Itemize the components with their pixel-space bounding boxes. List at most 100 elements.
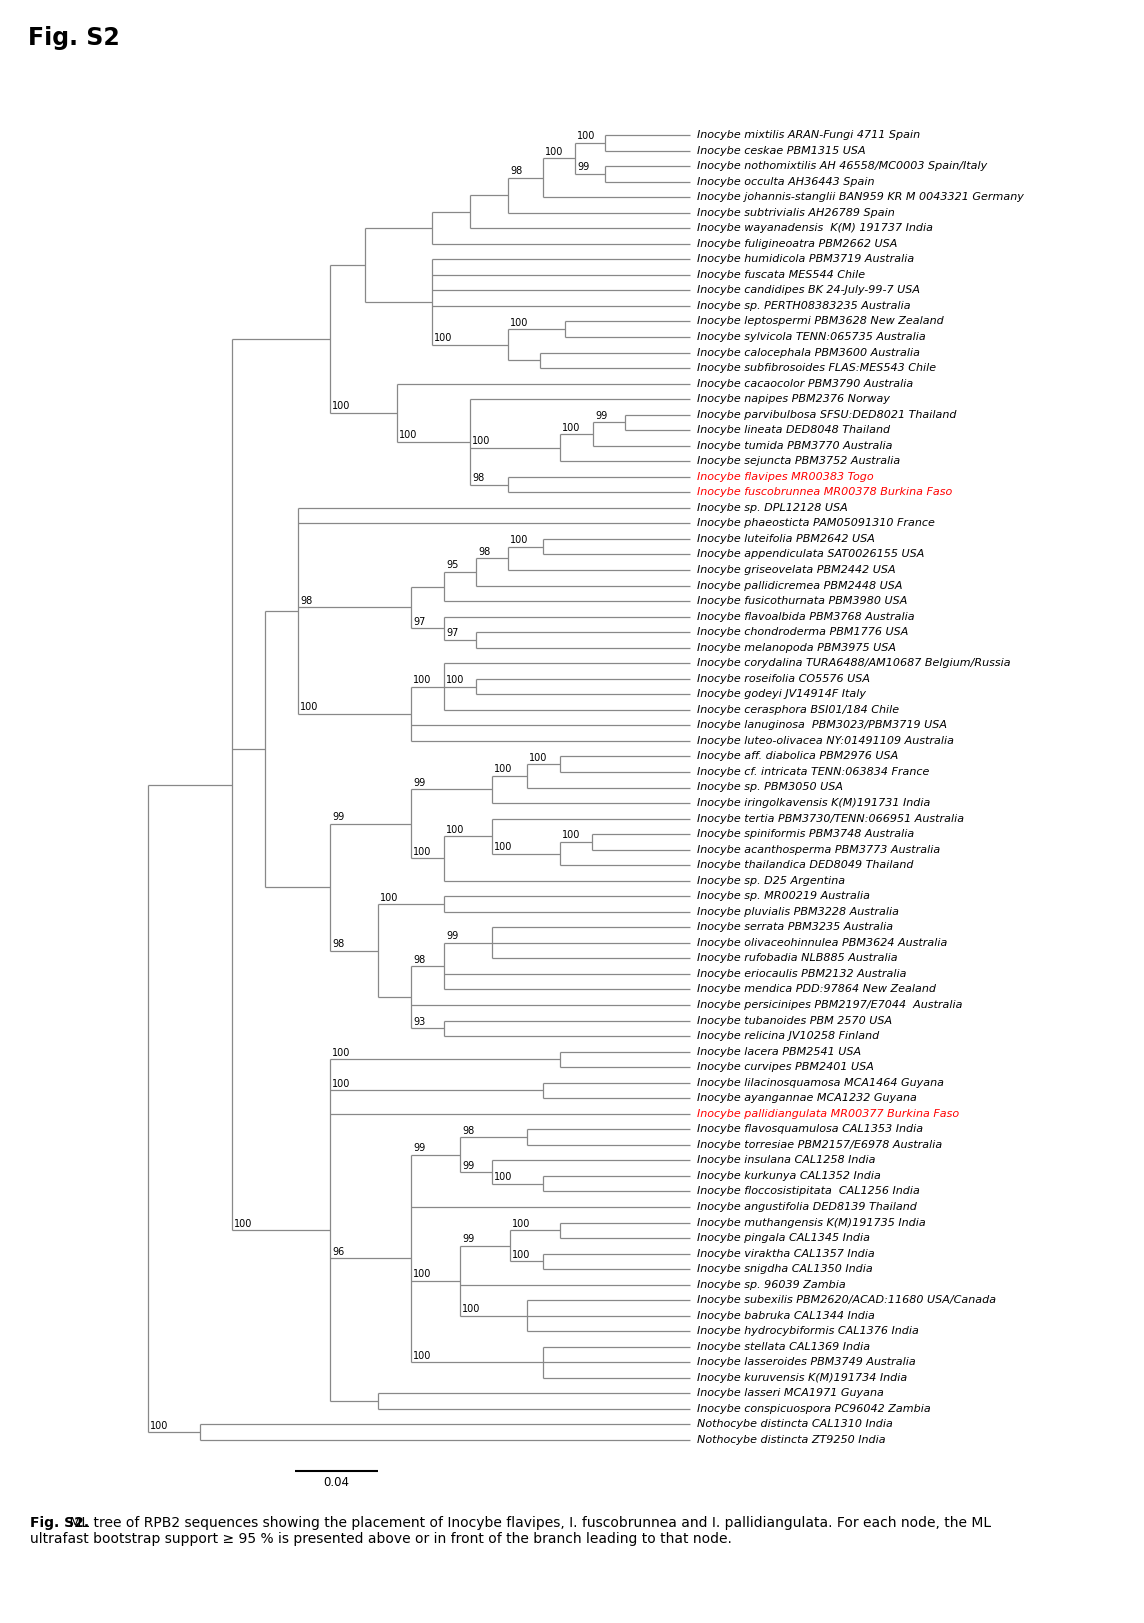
Text: Inocybe muthangensis K(M)191735 India: Inocybe muthangensis K(M)191735 India	[697, 1217, 925, 1227]
Text: Inocybe luteifolia PBM2642 USA: Inocybe luteifolia PBM2642 USA	[697, 534, 875, 544]
Text: Inocybe angustifolia DED8139 Thailand: Inocybe angustifolia DED8139 Thailand	[697, 1203, 916, 1212]
Text: Inocybe spiniformis PBM3748 Australia: Inocybe spiniformis PBM3748 Australia	[697, 829, 914, 839]
Text: 100: 100	[510, 318, 529, 328]
Text: Inocybe subtrivialis AH26789 Spain: Inocybe subtrivialis AH26789 Spain	[697, 208, 895, 217]
Text: 100: 100	[399, 430, 418, 440]
Text: Inocybe kurkunya CAL1352 India: Inocybe kurkunya CAL1352 India	[697, 1170, 881, 1182]
Text: 100: 100	[332, 1079, 350, 1089]
Text: 100: 100	[150, 1420, 168, 1431]
Text: 0.04: 0.04	[324, 1475, 350, 1488]
Text: 100: 100	[413, 675, 431, 685]
Text: Inocybe roseifolia CO5576 USA: Inocybe roseifolia CO5576 USA	[697, 674, 869, 683]
Text: 98: 98	[510, 166, 523, 177]
Text: Inocybe nothomixtilis AH 46558/MC0003 Spain/Italy: Inocybe nothomixtilis AH 46558/MC0003 Sp…	[697, 161, 987, 170]
Text: Inocybe leptospermi PBM3628 New Zealand: Inocybe leptospermi PBM3628 New Zealand	[697, 316, 944, 326]
Text: 99: 99	[413, 777, 426, 787]
Text: 100: 100	[413, 1350, 431, 1360]
Text: 95: 95	[446, 560, 459, 570]
Text: Nothocybe distincta CAL1310 India: Nothocybe distincta CAL1310 India	[697, 1420, 892, 1430]
Text: 100: 100	[413, 847, 431, 857]
Text: Inocybe lanuginosa  PBM3023/PBM3719 USA: Inocybe lanuginosa PBM3023/PBM3719 USA	[697, 721, 947, 730]
Text: Inocybe luteo-olivacea NY:01491109 Australia: Inocybe luteo-olivacea NY:01491109 Austr…	[697, 735, 954, 747]
Text: 100: 100	[562, 831, 580, 841]
Text: 100: 100	[545, 146, 563, 157]
Text: 99: 99	[332, 813, 344, 823]
Text: Inocybe ayangannae MCA1232 Guyana: Inocybe ayangannae MCA1232 Guyana	[697, 1094, 916, 1104]
Text: Inocybe stellata CAL1369 India: Inocybe stellata CAL1369 India	[697, 1342, 871, 1352]
Text: Inocybe lasseri MCA1971 Guyana: Inocybe lasseri MCA1971 Guyana	[697, 1388, 884, 1399]
Text: Inocybe sejuncta PBM3752 Australia: Inocybe sejuncta PBM3752 Australia	[697, 456, 900, 466]
Text: Inocybe kuruvensis K(M)191734 India: Inocybe kuruvensis K(M)191734 India	[697, 1373, 907, 1383]
Text: 100: 100	[562, 422, 580, 433]
Text: 99: 99	[577, 162, 589, 172]
Text: Inocybe sp. PBM3050 USA: Inocybe sp. PBM3050 USA	[697, 782, 843, 792]
Text: Inocybe hydrocybiformis CAL1376 India: Inocybe hydrocybiformis CAL1376 India	[697, 1326, 919, 1336]
Text: 100: 100	[446, 675, 464, 685]
Text: Nothocybe distincta ZT9250 India: Nothocybe distincta ZT9250 India	[697, 1435, 885, 1444]
Text: 98: 98	[413, 954, 426, 964]
Text: Inocybe sp. D25 Argentina: Inocybe sp. D25 Argentina	[697, 876, 845, 886]
Text: Inocybe flavipes MR00383 Togo: Inocybe flavipes MR00383 Togo	[697, 472, 874, 482]
Text: Fig. S2.: Fig. S2.	[30, 1516, 89, 1530]
Text: 100: 100	[300, 703, 318, 712]
Text: Inocybe ceskae PBM1315 USA: Inocybe ceskae PBM1315 USA	[697, 146, 866, 156]
Text: 99: 99	[595, 411, 607, 420]
Text: 98: 98	[478, 547, 491, 557]
Text: Inocybe godeyi JV14914F Italy: Inocybe godeyi JV14914F Italy	[697, 690, 866, 700]
Text: Inocybe acanthosperma PBM3773 Australia: Inocybe acanthosperma PBM3773 Australia	[697, 844, 940, 855]
Text: Inocybe pluvialis PBM3228 Australia: Inocybe pluvialis PBM3228 Australia	[697, 907, 899, 917]
Text: Inocybe cerasphora BSI01/184 Chile: Inocybe cerasphora BSI01/184 Chile	[697, 704, 899, 714]
Text: Inocybe curvipes PBM2401 USA: Inocybe curvipes PBM2401 USA	[697, 1061, 874, 1073]
Text: Inocybe occulta AH36443 Spain: Inocybe occulta AH36443 Spain	[697, 177, 874, 187]
Text: 98: 98	[462, 1126, 475, 1136]
Text: Inocybe pallidiangulata MR00377 Burkina Faso: Inocybe pallidiangulata MR00377 Burkina …	[697, 1109, 959, 1118]
Text: Inocybe sp. DPL12128 USA: Inocybe sp. DPL12128 USA	[697, 503, 848, 513]
Text: Inocybe chondroderma PBM1776 USA: Inocybe chondroderma PBM1776 USA	[697, 626, 908, 638]
Text: 100: 100	[494, 764, 513, 774]
Text: 100: 100	[494, 842, 513, 852]
Text: Inocybe cacaocolor PBM3790 Australia: Inocybe cacaocolor PBM3790 Australia	[697, 378, 913, 388]
Text: 100: 100	[529, 753, 547, 763]
Text: Inocybe subfibrosoides FLAS:MES543 Chile: Inocybe subfibrosoides FLAS:MES543 Chile	[697, 364, 936, 373]
Text: 98: 98	[472, 472, 484, 484]
Text: Inocybe griseovelata PBM2442 USA: Inocybe griseovelata PBM2442 USA	[697, 565, 896, 575]
Text: Inocybe candidipes BK 24-July-99-7 USA: Inocybe candidipes BK 24-July-99-7 USA	[697, 286, 920, 295]
Text: Inocybe babruka CAL1344 India: Inocybe babruka CAL1344 India	[697, 1311, 875, 1321]
Text: Inocybe parvibulbosa SFSU:DED8021 Thailand: Inocybe parvibulbosa SFSU:DED8021 Thaila…	[697, 409, 956, 420]
Text: 99: 99	[413, 1143, 426, 1152]
Text: Inocybe floccosistipitata  CAL1256 India: Inocybe floccosistipitata CAL1256 India	[697, 1186, 920, 1196]
Text: 93: 93	[413, 1016, 426, 1027]
Text: 97: 97	[446, 628, 459, 638]
Text: Inocybe tertia PBM3730/TENN:066951 Australia: Inocybe tertia PBM3730/TENN:066951 Austr…	[697, 813, 964, 823]
Text: 100: 100	[332, 401, 350, 411]
Text: 99: 99	[446, 932, 459, 941]
Text: 100: 100	[494, 1172, 513, 1182]
Text: Inocybe thailandica DED8049 Thailand: Inocybe thailandica DED8049 Thailand	[697, 860, 914, 870]
Text: Inocybe fusicothurnata PBM3980 USA: Inocybe fusicothurnata PBM3980 USA	[697, 596, 907, 605]
Text: 100: 100	[235, 1219, 253, 1229]
Text: Inocybe calocephala PBM3600 Australia: Inocybe calocephala PBM3600 Australia	[697, 347, 920, 357]
Text: 99: 99	[462, 1235, 475, 1245]
Text: 100: 100	[510, 536, 529, 545]
Text: 99: 99	[462, 1160, 475, 1170]
Text: Fig. S2: Fig. S2	[27, 26, 120, 50]
Text: Inocybe corydalina TURA6488/AM10687 Belgium/Russia: Inocybe corydalina TURA6488/AM10687 Belg…	[697, 659, 1010, 669]
Text: Inocybe fuligineoatra PBM2662 USA: Inocybe fuligineoatra PBM2662 USA	[697, 239, 897, 248]
Text: Inocybe tubanoides PBM 2570 USA: Inocybe tubanoides PBM 2570 USA	[697, 1016, 892, 1026]
Text: Inocybe flavosquamulosa CAL1353 India: Inocybe flavosquamulosa CAL1353 India	[697, 1125, 923, 1134]
Text: 98: 98	[300, 596, 312, 605]
Text: Inocybe napipes PBM2376 Norway: Inocybe napipes PBM2376 Norway	[697, 394, 890, 404]
Text: 100: 100	[577, 131, 595, 141]
Text: 100: 100	[413, 1269, 431, 1279]
Text: Inocybe olivaceohinnulea PBM3624 Australia: Inocybe olivaceohinnulea PBM3624 Austral…	[697, 938, 947, 948]
Text: 100: 100	[446, 824, 464, 834]
Text: Inocybe aff. diabolica PBM2976 USA: Inocybe aff. diabolica PBM2976 USA	[697, 751, 898, 761]
Text: Inocybe appendiculata SAT0026155 USA: Inocybe appendiculata SAT0026155 USA	[697, 550, 924, 560]
Text: Inocybe persicinipes PBM2197/E7044  Australia: Inocybe persicinipes PBM2197/E7044 Austr…	[697, 1000, 962, 1010]
Text: 100: 100	[513, 1250, 531, 1259]
Text: Inocybe pallidicremea PBM2448 USA: Inocybe pallidicremea PBM2448 USA	[697, 581, 903, 591]
Text: Inocybe sp. 96039 Zambia: Inocybe sp. 96039 Zambia	[697, 1279, 845, 1290]
Text: Inocybe iringolkavensis K(M)191731 India: Inocybe iringolkavensis K(M)191731 India	[697, 799, 930, 808]
Text: Inocybe subexilis PBM2620/ACAD:11680 USA/Canada: Inocybe subexilis PBM2620/ACAD:11680 USA…	[697, 1295, 996, 1305]
Text: Inocybe insulana CAL1258 India: Inocybe insulana CAL1258 India	[697, 1156, 875, 1165]
